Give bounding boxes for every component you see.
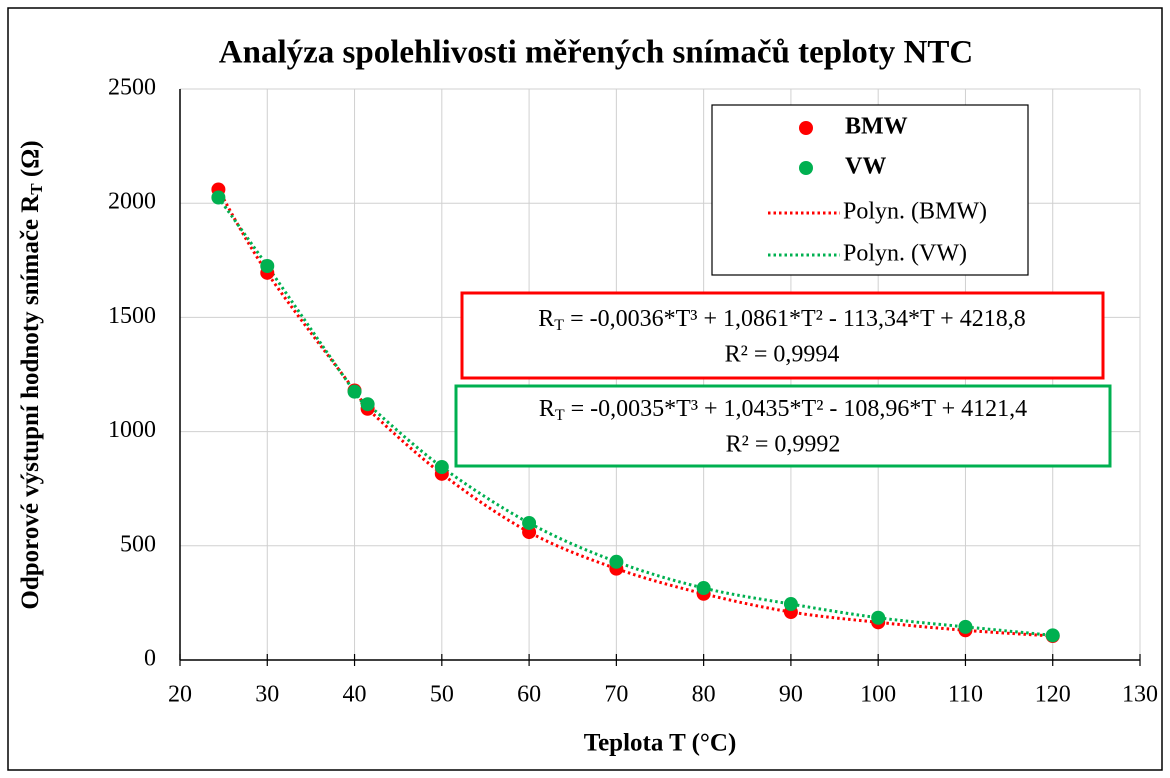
- x-tick-label: 90: [779, 682, 803, 708]
- y-tick-label: 1000: [108, 417, 156, 443]
- r-squared: R² = 0,9992: [726, 432, 841, 458]
- equation: RT = -0,0035*T³ + 1,0435*T² - 108,96*T +…: [539, 396, 1027, 424]
- data-point: [434, 460, 449, 475]
- legend-box: [711, 104, 1029, 276]
- y-axis-label-sub: T: [27, 183, 46, 195]
- data-point: [347, 384, 362, 399]
- y-tick-label: 2500: [108, 75, 156, 101]
- data-point: [609, 554, 624, 569]
- data-point: [958, 619, 973, 634]
- data-point: [783, 597, 798, 612]
- x-axis-label: Teplota T (°C): [584, 730, 737, 757]
- legend: BMW VW Polyn. (BMW) Polyn. (VW): [768, 114, 987, 267]
- x-tick-label: 20: [168, 682, 192, 708]
- equation-sub: T: [554, 317, 564, 334]
- x-tick-label: 40: [343, 682, 367, 708]
- equation-lhs: R: [538, 306, 554, 332]
- x-tick-label: 80: [692, 682, 716, 708]
- chart-title: Analýza spolehlivosti měřených snímačů t…: [219, 35, 973, 71]
- y-tick-label: 2000: [108, 189, 156, 215]
- legend-label: BMW: [845, 114, 908, 140]
- equation-lhs: R: [539, 396, 555, 422]
- x-tick-label: 100: [860, 682, 896, 708]
- y-axis-label-text: Odporové výstupní hodnoty snímače R: [17, 194, 44, 610]
- r-squared: R² = 0,9994: [725, 342, 840, 368]
- data-point: [260, 259, 275, 274]
- x-tick-label: 130: [1122, 682, 1158, 708]
- legend-marker: [799, 121, 813, 135]
- data-point: [871, 610, 886, 625]
- y-axis-label: Odporové výstupní hodnoty snímače RT (Ω): [17, 140, 46, 609]
- x-tick-label: 30: [255, 682, 279, 708]
- y-tick-label: 500: [120, 531, 156, 557]
- data-point: [211, 190, 226, 205]
- equation-rhs: = -0,0035*T³ + 1,0435*T² - 108,96*T + 41…: [565, 396, 1028, 422]
- equation-sub: T: [555, 407, 565, 424]
- data-point: [696, 581, 711, 596]
- equation-rhs: = -0,0036*T³ + 1,0861*T² - 113,34*T + 42…: [564, 306, 1026, 332]
- equations: RT = -0,0036*T³ + 1,0861*T² - 113,34*T +…: [538, 306, 1027, 458]
- x-tick-label: 120: [1035, 682, 1071, 708]
- y-tick-label: 0: [144, 646, 156, 672]
- data-point: [522, 515, 537, 530]
- y-axis-label-tail: (Ω): [17, 140, 44, 183]
- x-tick-label: 70: [604, 682, 628, 708]
- y-tick-label: 1500: [108, 303, 156, 329]
- plot-area: 0 500 1000 1500 2000 2500 20 30 40 50 60 70 80 90 100 1…: [108, 75, 1158, 708]
- equation-box-vw: [454, 384, 1112, 468]
- legend-label: VW: [845, 154, 886, 180]
- legend-label: Polyn. (BMW): [843, 199, 987, 225]
- legend-marker: [799, 161, 813, 175]
- data-point: [1045, 628, 1060, 643]
- x-tick-label: 110: [948, 682, 983, 708]
- equation-box-bmw: [460, 291, 1105, 380]
- data-point: [360, 397, 375, 412]
- equation: RT = -0,0036*T³ + 1,0861*T² - 113,34*T +…: [538, 306, 1025, 334]
- x-tick-label: 50: [430, 682, 454, 708]
- legend-label: Polyn. (VW): [843, 241, 967, 267]
- x-tick-label: 60: [517, 682, 541, 708]
- trendline: [217, 196, 1053, 637]
